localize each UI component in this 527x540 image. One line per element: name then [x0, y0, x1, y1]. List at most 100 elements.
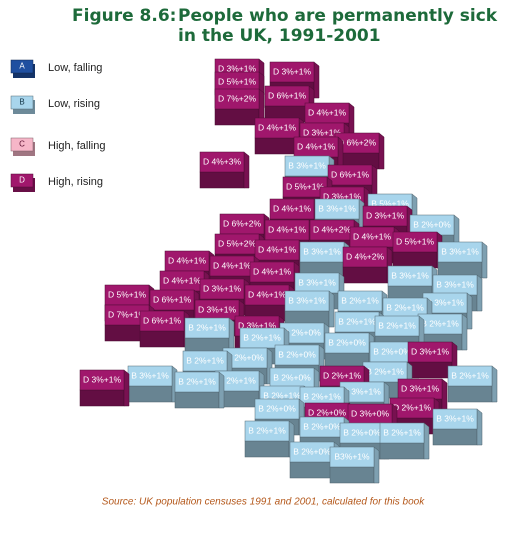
block: B 3%+1% [432, 408, 483, 446]
block-top [274, 344, 320, 366]
block: B 3%+1% [284, 290, 335, 328]
block-top [174, 371, 220, 393]
block-label: B 2%+0% [293, 446, 331, 456]
block-label: D 4%+1% [248, 289, 286, 299]
block-label: B 2%+1% [386, 302, 424, 312]
block-label: B 2%+1% [383, 427, 421, 437]
block-front [127, 385, 173, 403]
block-label: D 6%+2% [223, 218, 261, 228]
block-label: B 2%+0% [413, 219, 451, 229]
block-label: B 2%+0% [258, 403, 296, 413]
block-label: D 4%+1% [253, 266, 291, 276]
legend-label: Low, falling [48, 62, 102, 74]
block-label: D 5%+1% [108, 289, 146, 299]
block: B 2%+1% [447, 365, 498, 403]
block-front [342, 266, 388, 284]
block-label: D 6%+2% [338, 137, 376, 147]
block-label: D 6%+1% [331, 169, 369, 179]
legend-label: Low, rising [48, 98, 100, 110]
block: D 5%+1% [392, 231, 443, 269]
block-label: D 3%+1% [238, 320, 276, 330]
block-label: D 3%+1% [203, 283, 241, 293]
block-label: B3%+1% [334, 451, 370, 461]
block-label: D 4%+1% [268, 224, 306, 234]
block-front [392, 251, 438, 269]
block-top [249, 261, 295, 283]
block-label: B 2%+1% [341, 295, 379, 305]
block-label: B 2%+1% [178, 376, 216, 386]
block-label: D 4%+1% [213, 260, 251, 270]
block-label: B 3%+1% [288, 295, 326, 305]
block-side [461, 313, 468, 351]
block-side [313, 61, 320, 99]
block-label: D 4%+1% [273, 203, 311, 213]
block-top [244, 420, 290, 442]
block-top [432, 408, 478, 430]
block-front [447, 385, 493, 403]
block: D 4%+3% [199, 151, 250, 189]
title-line: in the UK, 1991-2001 [178, 26, 381, 46]
legend-letter: B [19, 98, 24, 107]
block-label: D 2%+0% [308, 407, 346, 417]
block: D 4%+2% [342, 246, 393, 284]
block-label: D 3%+1% [303, 127, 341, 137]
block-label: D 6%+1% [153, 294, 191, 304]
block-top [447, 365, 493, 387]
legend-letter: D [19, 176, 25, 185]
block-top [387, 265, 433, 287]
block-label: D 4%+1% [258, 244, 296, 254]
block-top [324, 332, 370, 354]
block-label: D 4%+1% [297, 141, 335, 151]
block-label: B 2%+1% [366, 366, 404, 376]
legend-label: High, rising [48, 176, 103, 188]
block: D 7%+2% [214, 88, 265, 126]
block-label: B 3%+1% [436, 413, 474, 423]
block-top [149, 289, 195, 311]
block-side [123, 369, 130, 407]
block-label: B 3%+1% [441, 246, 479, 256]
block-label: B 5%+1% [371, 198, 409, 208]
block-top [392, 231, 438, 253]
block-top [379, 422, 425, 444]
block-label: B 2%+0% [226, 352, 264, 362]
block-top [327, 164, 373, 186]
block: B 3%+1% [127, 365, 178, 403]
block-label: D 4%+1% [353, 231, 391, 241]
block-label: D 3%+1% [401, 383, 439, 393]
block-top [374, 315, 420, 337]
block-side [373, 446, 380, 484]
block-label: D 3%+1% [273, 66, 311, 76]
block-label: D 3%+1% [83, 374, 121, 384]
block: B 3%+1% [437, 241, 488, 279]
block-label: B 2%+1% [243, 332, 281, 342]
block-label: D 4%+3% [203, 156, 241, 166]
block-label: B 2%+1% [248, 425, 286, 435]
block-label: B 3%+1% [343, 386, 381, 396]
block-label: D 4%+2% [313, 224, 351, 234]
block-top [264, 85, 310, 107]
block-top [407, 341, 453, 363]
block-label: D 6%+1% [268, 90, 306, 100]
block-side [218, 371, 225, 409]
source: Source: UK population censuses 1991 and … [102, 497, 425, 508]
title-line: People who are permanently sick [178, 6, 498, 26]
block-top [254, 239, 300, 261]
block-label: D 7%+2% [218, 93, 256, 103]
block-label: B 2%+1% [218, 375, 256, 385]
legend-label: High, falling [48, 140, 105, 152]
block-label: D 2%+1% [393, 402, 431, 412]
block-label: B 2%+1% [378, 320, 416, 330]
block-top [254, 398, 300, 420]
block-label: D 3%+1% [366, 210, 404, 220]
block-side [328, 290, 335, 328]
block-label: B 3%+1% [298, 277, 336, 287]
block-label: B 2%+1% [303, 391, 341, 401]
legend-swatch [10, 173, 34, 188]
block-front [139, 330, 185, 348]
block-label: B 3%+1% [391, 270, 429, 280]
block-label: D 4%+1% [163, 275, 201, 285]
block-side [481, 241, 488, 279]
block-label: D 5%+1% [218, 76, 256, 86]
block-front [214, 108, 260, 126]
